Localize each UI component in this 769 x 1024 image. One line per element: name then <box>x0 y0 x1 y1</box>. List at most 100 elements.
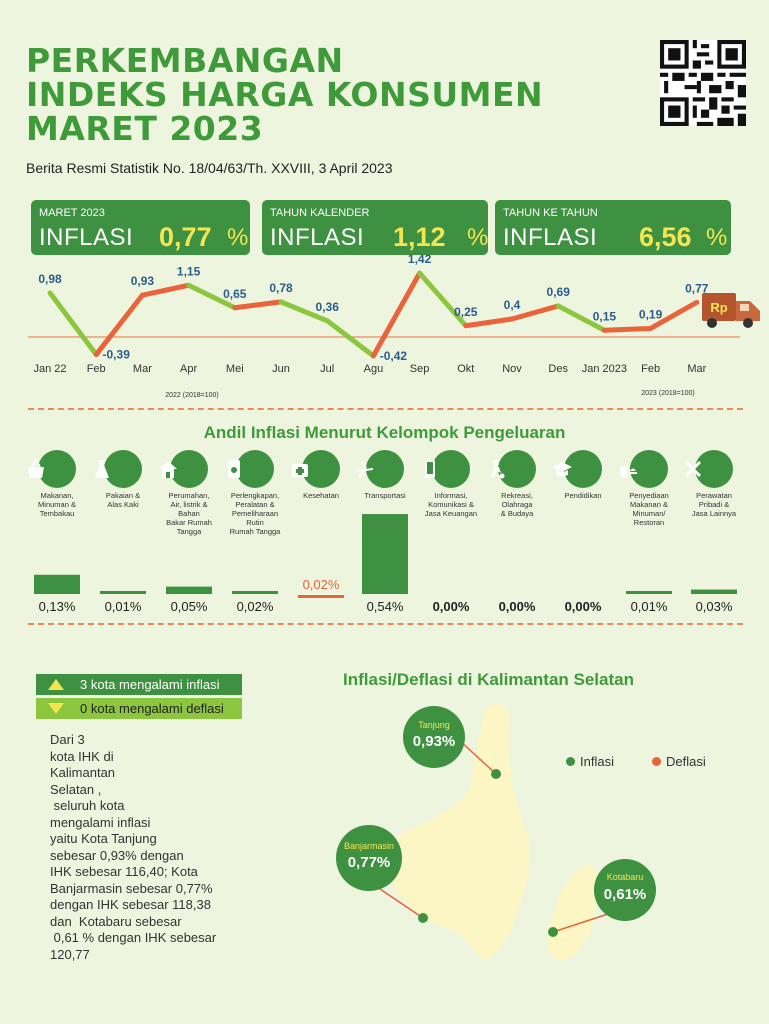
legend-inflasi: Inflasi <box>566 754 614 769</box>
bar <box>298 595 344 598</box>
graduation-cap-icon <box>552 450 602 488</box>
line-segment <box>186 282 238 311</box>
x-tick-label: Jan 22 <box>33 363 66 375</box>
card-label: TAHUN KE TAHUN <box>503 207 598 219</box>
bar <box>362 514 408 594</box>
group-name-line: Informasi, <box>434 491 468 500</box>
city-name: Kotabaru <box>607 872 644 882</box>
group-name: Perumahan, Air, listrik & Bahan Bakar Rumah… <box>157 491 221 536</box>
subtitle: Berita Resmi Statistik No. 18/04/63/Th. … <box>26 160 393 176</box>
data-label: 0,25 <box>454 305 478 319</box>
bar-value-label: 0,03% <box>696 599 733 614</box>
group-name-line: Jasa Keuangan <box>424 509 478 518</box>
expenditure-group: Rekreasi, Olahraga & Budaya <box>485 450 549 518</box>
title-line-2: INDEKS HARGA KONSUMEN <box>26 75 544 114</box>
card-heading: INFLASI <box>39 224 134 251</box>
group-name: Penyediaan Makanan & Minuman/Restoran <box>617 491 681 527</box>
line-segment <box>417 270 469 329</box>
expenditure-group: Informasi, Komunikasi & Jasa Keuangan <box>419 450 483 518</box>
card-label: MARET 2023 <box>39 207 105 219</box>
title-line-3: MARET 2023 <box>26 109 264 148</box>
bar <box>166 586 212 594</box>
x-tick-label: Sep <box>410 363 430 375</box>
city-banjarmasin[interactable]: Banjarmasin 0,77% <box>336 825 428 923</box>
city-tanjung[interactable]: Tanjung 0,93% <box>403 706 501 779</box>
group-name-line: Rumah Tangga <box>229 527 281 536</box>
line-segment <box>324 318 376 359</box>
group-name: Transportasi <box>353 491 417 500</box>
dress-icon <box>95 450 142 488</box>
description-line: 120,77 <box>50 946 90 962</box>
data-label: 1,15 <box>177 264 201 278</box>
bar <box>100 591 146 594</box>
description-line: 0,61 % dengan IHK sebesar <box>50 930 217 945</box>
description-line: Kalimantan <box>50 765 116 780</box>
group-name: Pendidikan <box>551 491 615 500</box>
bar-value-label: 0,00% <box>565 599 602 614</box>
group-name-line: Tangga <box>176 527 202 536</box>
city-value: 0,93% <box>413 733 456 750</box>
x-tick-label: Mei <box>226 363 244 375</box>
legend-inflasi-label: Inflasi <box>580 754 614 769</box>
description-line: seluruh kota <box>50 798 125 813</box>
expenditure-group: Perawatan Pribadi & Jasa Lainnya <box>682 450 746 518</box>
summary-description: Dari 3 kota IHK di Kalimantan Selatan , sel… <box>50 732 230 963</box>
description-line: IHK sebesar 116,40; Kota <box>50 864 198 879</box>
data-label: 0,4 <box>504 298 521 312</box>
year-note-2022: 2022 (2018=100) <box>165 392 219 399</box>
description-line: yaitu Kota Tanjung <box>50 831 157 846</box>
title-line-1: PERKEMBANGAN <box>26 41 344 80</box>
card-heading: INFLASI <box>503 224 598 251</box>
group-name-line: Rekreasi, <box>501 491 533 500</box>
group-name-line: Rutin <box>246 518 264 527</box>
triangle-down-icon <box>48 703 64 714</box>
legend-deflasi-label: Deflasi <box>666 754 706 769</box>
andil-section-title: Andil Inflasi Menurut Kelompok Pengeluar… <box>203 423 566 442</box>
group-name-line: Alas Kaki <box>107 500 139 509</box>
group-name-line: Perlengkapan, <box>230 491 280 500</box>
bar-value-label: 0,02% <box>237 599 274 614</box>
city-kotabaru[interactable]: Kotabaru 0,61% <box>548 859 656 937</box>
andil-bar-chart: 0,13% 0,01% 0,05% 0,02% 0,02% 0,54% 0,00% 0,00%… <box>34 514 737 614</box>
group-name-line: Air, listrik & <box>170 500 208 509</box>
group-name-line: Peralatan & <box>235 500 275 509</box>
card-yoy-inflation: TAHUN KE TAHUN INFLASI 6,56 % <box>495 200 731 255</box>
x-tick-label: Apr <box>180 363 197 375</box>
description-line: dan Kotabaru sebesar <box>50 913 182 929</box>
group-name-line: Restoran <box>633 518 665 527</box>
medical-kit-icon <box>292 450 340 488</box>
map-island <box>548 862 598 962</box>
shopping-basket-icon <box>28 450 76 488</box>
line-segment <box>601 325 654 333</box>
card-label: TAHUN KALENDER <box>270 207 370 219</box>
card-percent: % <box>706 224 728 251</box>
line-segment <box>47 290 99 358</box>
description-line: Dari 3 <box>50 732 85 747</box>
house-icon <box>159 450 208 488</box>
group-name-line: Pendidikan <box>564 491 602 500</box>
expenditure-group: Kesehatan <box>289 450 353 500</box>
map-title: Inflasi/Deflasi di Kalimantan Selatan <box>343 670 634 689</box>
expenditure-group: Makanan, Minuman & Tembakau <box>25 450 89 518</box>
x-tick-label: Feb <box>87 363 106 375</box>
expenditure-group: Perlengkapan, Peralatan & Pemeliharaan Ruti… <box>223 450 287 536</box>
group-name-line: Perumahan, <box>168 491 210 500</box>
inflation-count-text: 3 kota mengalami inflasi <box>80 677 220 692</box>
group-name: Rekreasi, Olahraga & Budaya <box>485 491 549 518</box>
truck-label: Rp <box>710 300 727 315</box>
line-segment <box>232 299 284 311</box>
data-label: 1,42 <box>408 255 432 266</box>
expenditure-group: Perumahan, Air, listrik & Bahan Bakar Rumah… <box>157 450 221 536</box>
inflation-city-count: 3 kota mengalami inflasi <box>36 674 242 695</box>
card-value: 6,56 <box>639 222 692 252</box>
x-tick-label: Feb <box>641 363 660 375</box>
data-label: 0,77 <box>685 281 709 295</box>
airplane-icon <box>355 450 404 488</box>
group-name-line: Pakaian & <box>105 491 141 500</box>
qr-code-icon[interactable] <box>660 40 746 126</box>
page-title: PERKEMBANGAN INDEKS HARGA KONSUMEN MARET… <box>26 44 626 146</box>
bar <box>691 589 737 594</box>
card-value: 0,77 <box>159 222 212 252</box>
group-name-line: & Budaya <box>500 509 534 518</box>
